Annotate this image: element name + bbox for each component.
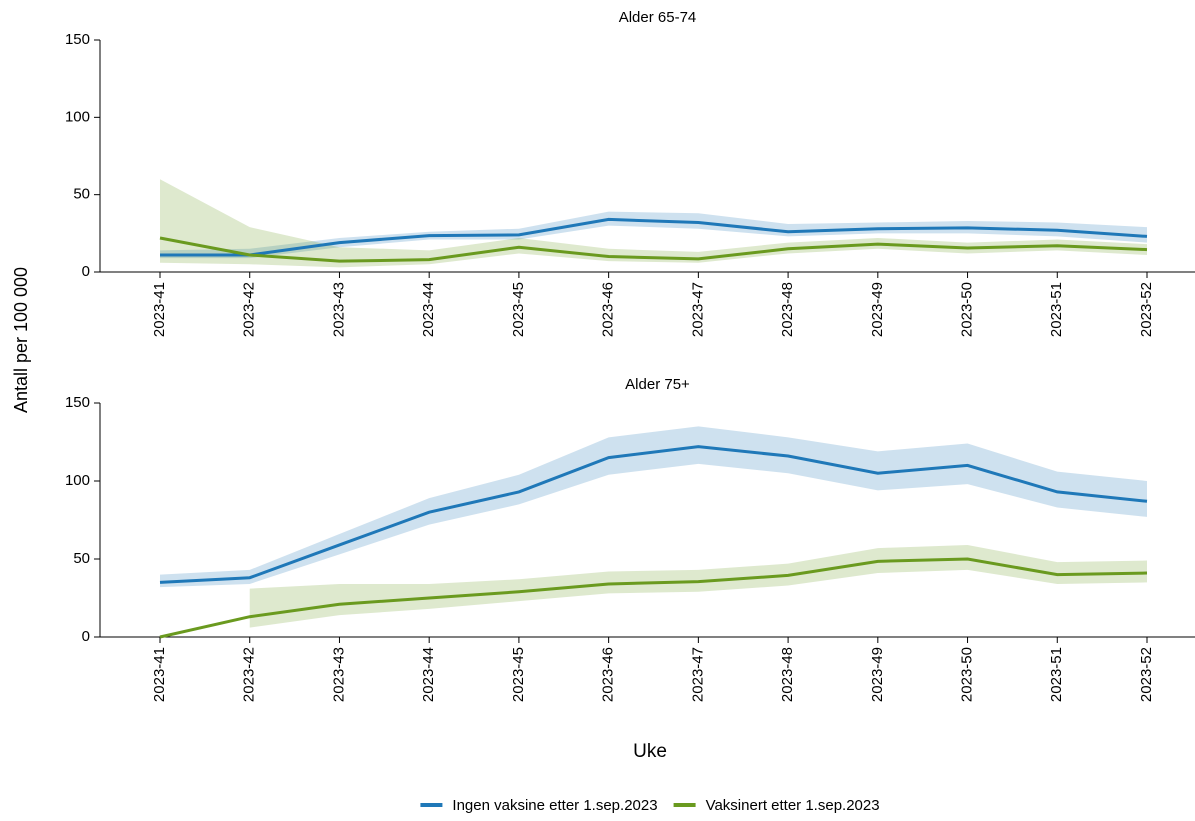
confidence-band [160, 211, 1147, 259]
series-line [160, 217, 1148, 257]
confidence-band [160, 426, 1147, 588]
x-tick-label: 2023-52 [1138, 647, 1155, 702]
x-tick-label: 2023-44 [420, 647, 437, 702]
y-tick-label: 0 [82, 628, 90, 645]
x-tick-label: 2023-42 [241, 647, 258, 702]
panel-title: Alder 75+ [625, 376, 690, 393]
x-tick-label: 2023-48 [779, 282, 796, 337]
series-line [159, 557, 1148, 639]
y-tick-label: 150 [65, 394, 90, 411]
confidence-band [249, 544, 1147, 628]
panel-title: Alder 65-74 [619, 9, 697, 26]
y-tick-label: 100 [65, 472, 90, 489]
x-tick-label: 2023-52 [1138, 282, 1155, 337]
x-tick-label: 2023-42 [241, 282, 258, 337]
x-tick-label: 2023-41 [151, 282, 168, 337]
x-tick-label: 2023-50 [959, 282, 976, 337]
x-tick-label: 2023-49 [869, 282, 886, 337]
x-tick-label: 2023-45 [510, 282, 527, 337]
x-tick-label: 2023-48 [779, 647, 796, 702]
x-tick-label: 2023-46 [600, 647, 617, 702]
x-tick-label: 2023-46 [600, 282, 617, 337]
legend: Ingen vaksine etter 1.sep.2023 Vaksinert … [420, 797, 880, 814]
x-tick-label: 2023-41 [151, 647, 168, 702]
x-tick-label: 2023-44 [420, 282, 437, 337]
y-tick-label: 150 [65, 31, 90, 48]
y-tick-label: 100 [65, 108, 90, 125]
y-axis-label: Antall per 100 000 [11, 267, 31, 413]
x-tick-label: 2023-43 [330, 647, 347, 702]
legend-label: Ingen vaksine etter 1.sep.2023 [452, 797, 657, 814]
x-tick-label: 2023-50 [959, 647, 976, 702]
x-tick-label: 2023-47 [689, 282, 706, 337]
series-line [159, 236, 1148, 263]
legend-label: Vaksinert etter 1.sep.2023 [706, 797, 880, 814]
x-tick-label: 2023-47 [689, 647, 706, 702]
x-tick-label: 2023-51 [1048, 647, 1065, 702]
x-tick-label: 2023-45 [510, 647, 527, 702]
y-tick-label: 50 [73, 186, 90, 203]
x-tick-label: 2023-43 [330, 282, 347, 337]
x-tick-label: 2023-51 [1048, 282, 1065, 337]
x-tick-label: 2023-49 [869, 647, 886, 702]
y-tick-label: 50 [73, 550, 90, 567]
y-tick-label: 0 [82, 263, 90, 280]
x-axis-label: Uke [633, 741, 667, 762]
series-line [159, 445, 1148, 584]
